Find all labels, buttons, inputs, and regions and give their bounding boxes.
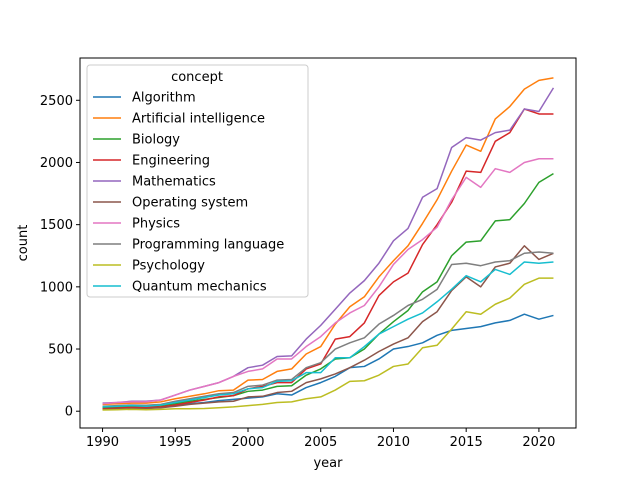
y-tick-label: 500 xyxy=(48,343,73,358)
legend-title: concept xyxy=(171,70,223,85)
series-line-biology xyxy=(102,173,554,409)
x-tick-label: 1990 xyxy=(86,435,119,450)
y-tick-label: 2500 xyxy=(40,94,73,109)
legend-label-quantum-mechanics: Quantum mechanics xyxy=(132,280,267,295)
legend-label-programming-language: Programming language xyxy=(132,238,284,253)
x-tick-label: 2015 xyxy=(450,435,483,450)
y-tick-label: 1500 xyxy=(40,218,73,233)
legend-label-mathematics: Mathematics xyxy=(132,175,216,190)
series-line-artificial-intelligence xyxy=(102,77,554,406)
x-axis-ticks: 1990 1995 2000 2005 2010 2015 2020 xyxy=(86,428,555,450)
series-line-physics xyxy=(102,157,554,405)
series-line-quantum-mechanics xyxy=(102,261,554,408)
legend-label-algorithm: Algorithm xyxy=(132,91,196,106)
series-line-programming-language xyxy=(102,251,554,407)
legend-box xyxy=(86,64,309,298)
series-line-psychology xyxy=(102,277,554,411)
x-tick-label: 2005 xyxy=(304,435,337,450)
legend-label-psychology: Psychology xyxy=(132,259,205,274)
plot-lines xyxy=(102,77,555,411)
x-tick-label: 2020 xyxy=(522,435,555,450)
y-tick-label: 2000 xyxy=(40,156,73,171)
series-line-engineering xyxy=(102,108,554,410)
legend-label-physics: Physics xyxy=(132,217,180,232)
x-axis-label: year xyxy=(313,456,343,471)
legend-items: Algorithm Artificial intelligence Biology E… xyxy=(93,91,284,295)
legend-label-operating-system: Operating system xyxy=(132,196,248,211)
y-tick-label: 0 xyxy=(65,405,73,420)
y-axis-ticks: 0 500 1000 1500 2000 2500 xyxy=(40,94,80,420)
legend-label-biology: Biology xyxy=(132,133,180,148)
series-line-operating-system xyxy=(102,245,554,411)
plot-frame xyxy=(79,57,577,429)
legend: concept Algorithm Artificial intelligence… xyxy=(86,64,309,298)
y-tick-label: 1000 xyxy=(40,280,73,295)
x-tick-label: 2000 xyxy=(231,435,264,450)
x-tick-label: 2010 xyxy=(377,435,410,450)
x-tick-label: 1995 xyxy=(159,435,192,450)
y-axis-label: count xyxy=(16,225,31,262)
legend-label-engineering: Engineering xyxy=(132,154,210,169)
legend-label-artificial-intelligence: Artificial intelligence xyxy=(132,112,265,127)
